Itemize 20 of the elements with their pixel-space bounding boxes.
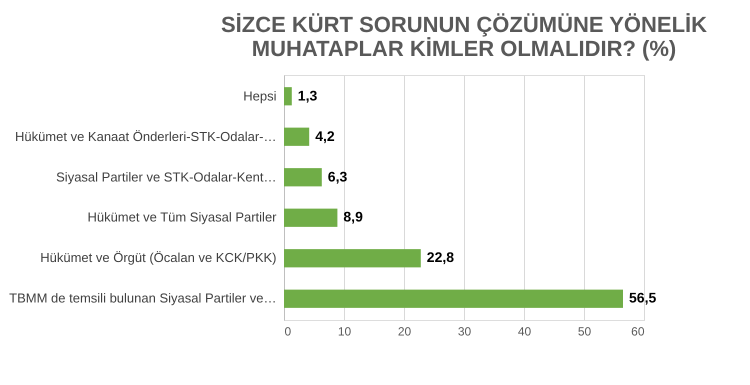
y-tick-label: TBMM de temsili bulunan Siyasal Partiler ve… (9, 290, 276, 306)
data-label: 22,8 (426, 249, 454, 266)
x-tick-label: 40 (518, 324, 532, 338)
x-tick-label: 50 (578, 324, 592, 338)
x-tick-label: 60 (631, 324, 645, 338)
chart-title: SİZCE KÜRT SORUNUN ÇÖZÜMÜNE YÖNELİK MUHATAPLAR KİMLER OLMALIDIR? (%) (220, 12, 708, 61)
data-label: 8,9 (343, 208, 364, 225)
y-tick-label: Siyasal Partiler ve STK-Odalar-Kent… (56, 169, 276, 184)
x-tick-label: 20 (398, 324, 412, 338)
y-tick-label: Hükümet ve Tüm Siyasal Partiler (87, 210, 278, 225)
x-tick-label: 0 (284, 324, 292, 338)
y-tick-label: Hükümet ve Kanaat Önderleri-STK-Odalar-… (14, 128, 276, 144)
x-tick-label: 10 (338, 324, 352, 338)
data-label: 6,3 (328, 168, 348, 184)
y-tick-label: Hepsi (243, 88, 277, 104)
data-label: 56,5 (629, 290, 656, 306)
data-label: 4,2 (315, 128, 335, 144)
data-label: 1,3 (298, 87, 318, 104)
x-tick-label: 30 (458, 324, 472, 338)
y-tick-label: Hükümet ve Örgüt (Öcalan ve KCK/PKK) (40, 250, 276, 266)
